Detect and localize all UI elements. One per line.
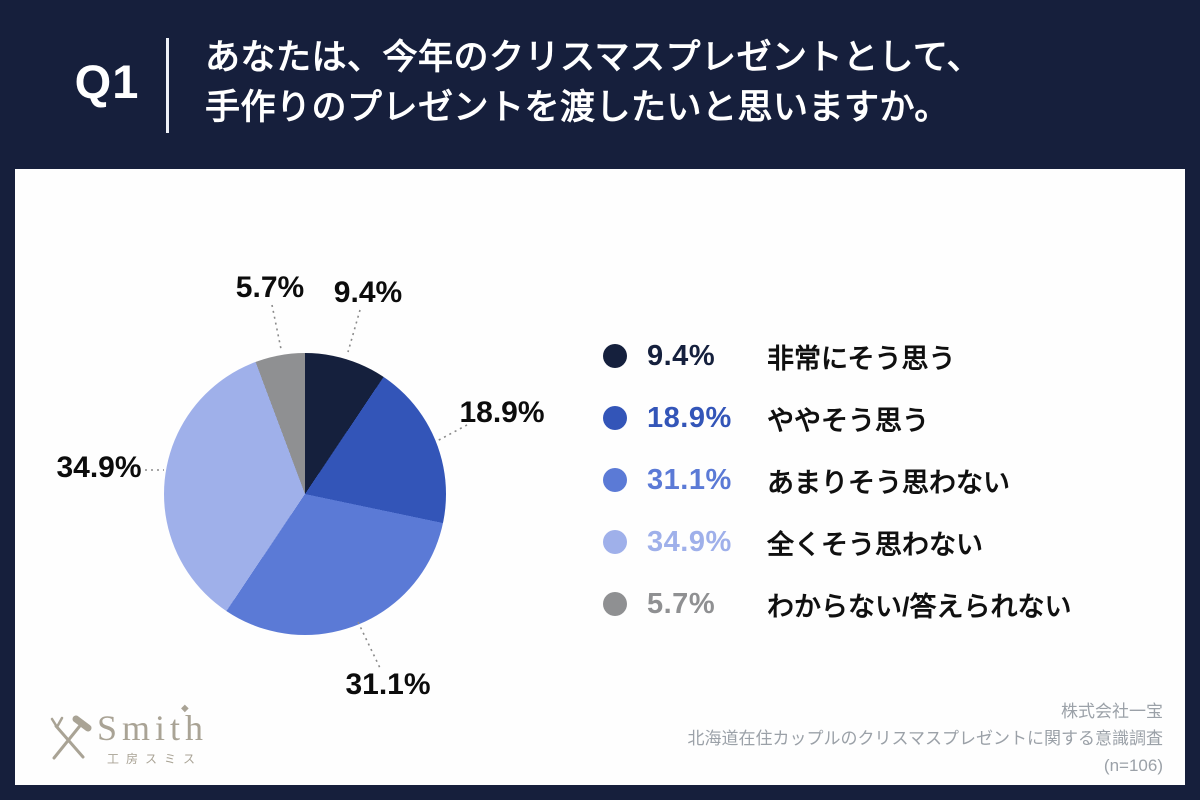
logo-subtitle: 工房スミス xyxy=(107,752,203,766)
legend: 9.4% 非常にそう思う 18.9% ややそう思う 31.1% あまりそう思わな… xyxy=(603,325,1072,635)
pie-label-9.4: 9.4% xyxy=(333,276,403,309)
legend-percent: 34.9% xyxy=(647,525,732,558)
pie-label-5.7: 5.7% xyxy=(235,271,305,304)
legend-label: あまりそう思わない xyxy=(767,467,1010,498)
legend-row-2: 18.9% ややそう思う xyxy=(603,387,1072,449)
legend-label: 全くそう思わない xyxy=(767,529,983,560)
legend-row-4: 34.9% 全くそう思わない xyxy=(603,511,1072,573)
logo-text: Smith ◆ 工房スミス xyxy=(97,703,209,767)
pie-label-31.1: 31.1% xyxy=(345,668,431,701)
pie xyxy=(164,353,446,635)
question-title-line2: 手作りのプレゼントを渡したいと思いますか。 xyxy=(205,88,950,127)
leader-line-5.7 xyxy=(271,304,282,350)
pie-chart: 5.7% 9.4% 18.9% 34.9% 31.1% xyxy=(15,169,1185,785)
chart-card: 5.7% 9.4% 18.9% 34.9% 31.1% 9.4% 非常にそう思う… xyxy=(15,169,1185,785)
question-title: あなたは、今年のクリスマスプレゼントとして、 手作りのプレゼントを渡したいと思い… xyxy=(205,33,982,133)
header-divider xyxy=(166,38,169,133)
pie-label-18.9: 18.9% xyxy=(459,396,545,429)
legend-row-1: 9.4% 非常にそう思う xyxy=(603,325,1072,387)
question-header: Q1 あなたは、今年のクリスマスプレゼントとして、 手作りのプレゼントを渡したい… xyxy=(0,0,1200,169)
source-survey-title: 北海道在住カップルのクリスマスプレゼントに関する意識調査 xyxy=(687,729,1164,748)
question-title-line1: あなたは、今年のクリスマスプレゼントとして、 xyxy=(205,38,983,77)
legend-label: 非常にそう思う xyxy=(767,343,956,374)
leader-line-9.4 xyxy=(347,309,361,353)
legend-dot-icon xyxy=(603,406,627,430)
legend-label: ややそう思う xyxy=(767,405,929,436)
legend-dot-icon xyxy=(603,344,627,368)
diamond-icon: ◆ xyxy=(181,703,189,714)
legend-percent: 5.7% xyxy=(647,587,716,620)
legend-percent: 31.1% xyxy=(647,463,732,496)
legend-row-3: 31.1% あまりそう思わない xyxy=(603,449,1072,511)
legend-percent: 18.9% xyxy=(647,401,732,434)
company-logo: Smith ◆ 工房スミス xyxy=(43,703,209,767)
source-company: 株式会社一宝 xyxy=(1061,702,1163,721)
question-number: Q1 xyxy=(74,55,140,108)
crossed-tools-icon xyxy=(50,715,92,760)
legend-row-5: 5.7% わからない/答えられない xyxy=(603,573,1072,635)
survey-source: 株式会社一宝 北海道在住カップルのクリスマスプレゼントに関する意識調査 (n=1… xyxy=(688,698,1164,779)
source-sample-size: (n=106) xyxy=(1103,756,1163,775)
legend-dot-icon xyxy=(603,468,627,492)
logo-name: Smith xyxy=(97,708,209,748)
legend-dot-icon xyxy=(603,530,627,554)
pie-label-34.9: 34.9% xyxy=(56,451,142,484)
leader-line-31.1 xyxy=(357,621,381,669)
legend-dot-icon xyxy=(603,592,627,616)
legend-label: わからない/答えられない xyxy=(767,591,1072,622)
legend-percent: 9.4% xyxy=(647,339,716,372)
